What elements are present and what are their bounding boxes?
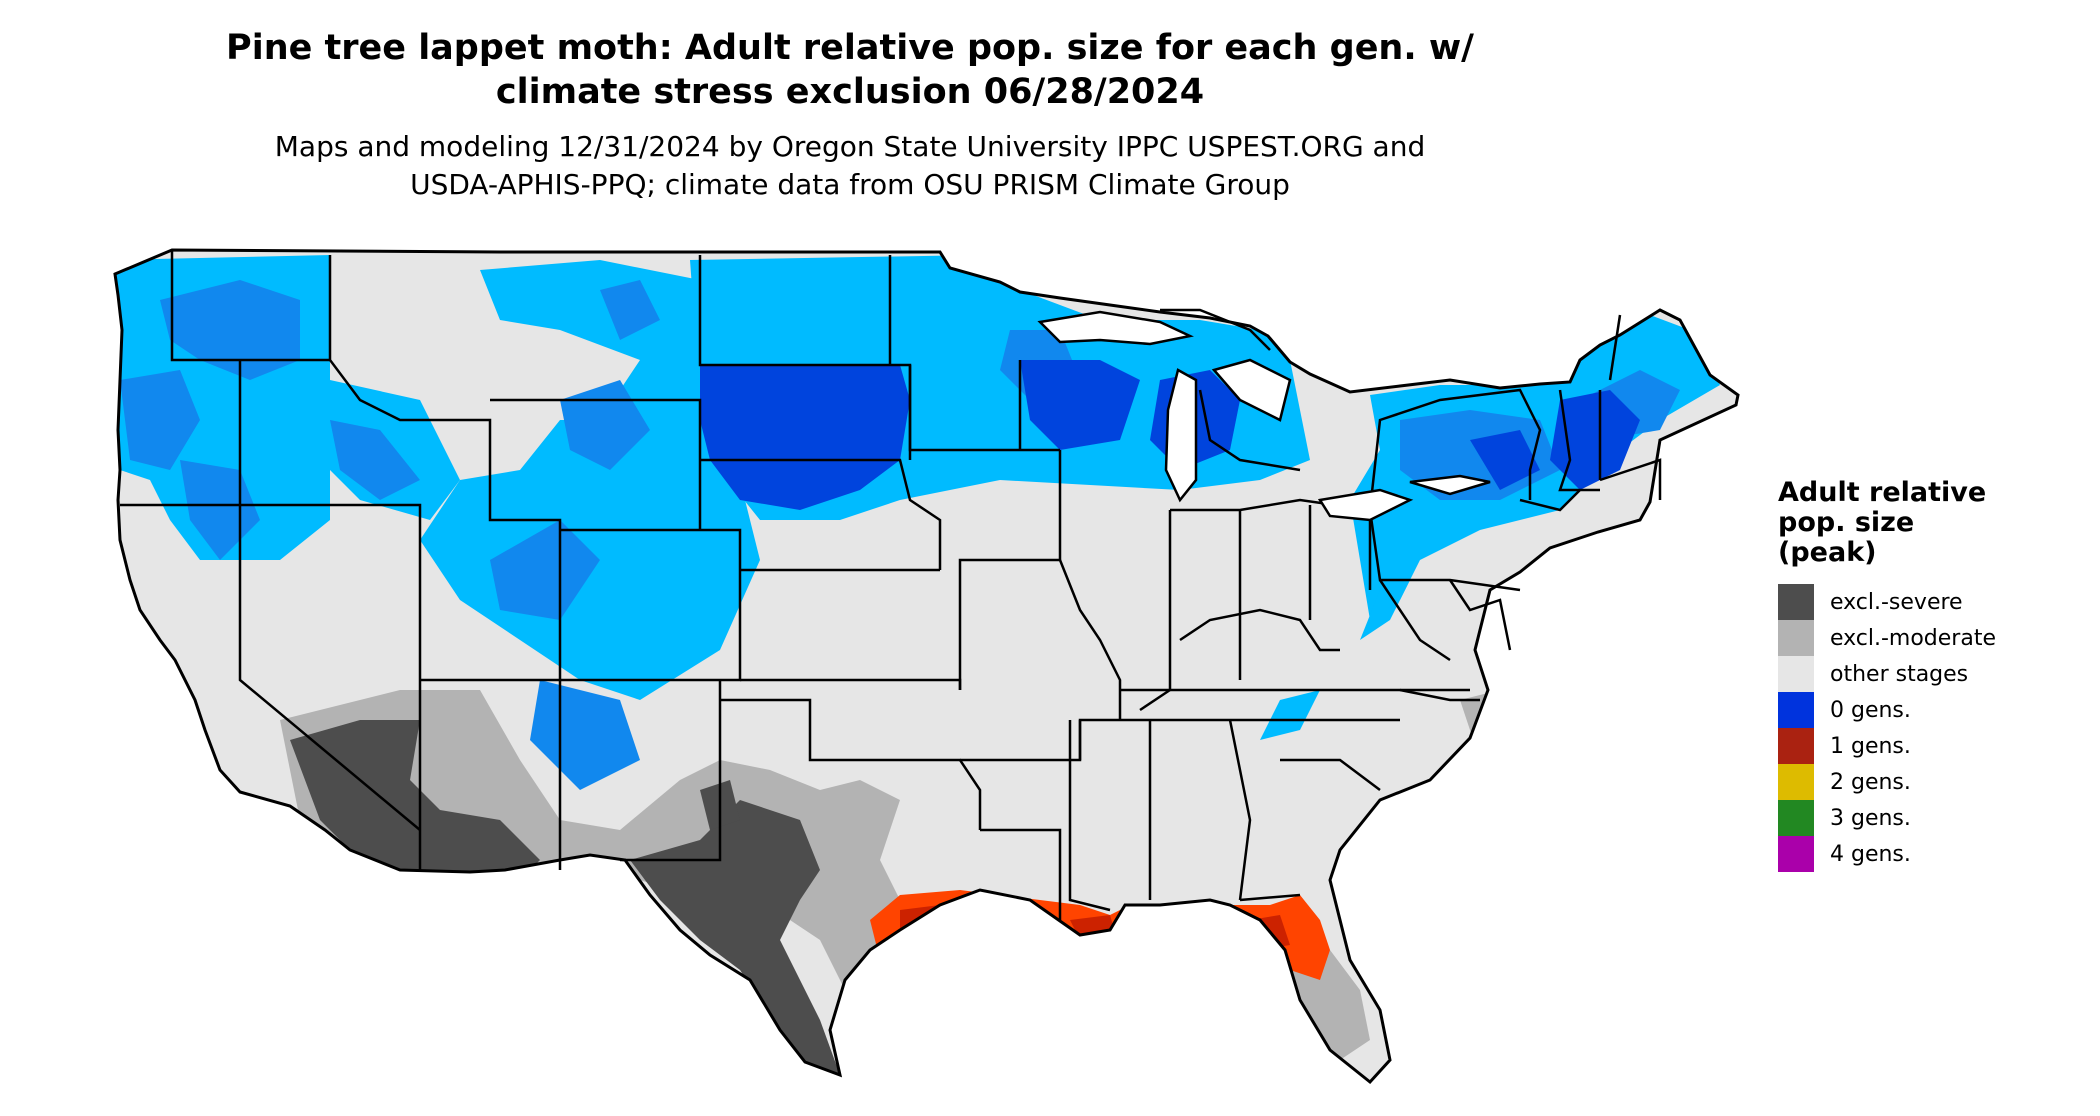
legend-title-line2: pop. size bbox=[1778, 507, 1915, 538]
legend-swatch bbox=[1778, 692, 1814, 728]
legend-item-excl-severe: excl.-severe bbox=[1778, 584, 1996, 620]
map-subtitle-line1: Maps and modeling 12/31/2024 by Oregon S… bbox=[274, 130, 1426, 163]
legend-swatch bbox=[1778, 800, 1814, 836]
legend-label: 1 gens. bbox=[1830, 733, 1911, 759]
dark-gray-zones bbox=[290, 720, 840, 1075]
map-title: Pine tree lappet moth: Adult relative po… bbox=[0, 26, 1700, 114]
map-subtitle: Maps and modeling 12/31/2024 by Oregon S… bbox=[0, 128, 1700, 204]
legend-label: excl.-severe bbox=[1830, 589, 1963, 615]
legend-label: other stages bbox=[1830, 661, 1969, 687]
us-map bbox=[113, 248, 1740, 1084]
legend-item-1-gens: 1 gens. bbox=[1778, 728, 1996, 764]
legend-item-excl-moderate: excl.-moderate bbox=[1778, 620, 1996, 656]
legend-swatch bbox=[1778, 620, 1814, 656]
legend-item-2-gens: 2 gens. bbox=[1778, 764, 1996, 800]
map-title-line1: Pine tree lappet moth: Adult relative po… bbox=[226, 28, 1474, 68]
legend-item-4-gens: 4 gens. bbox=[1778, 836, 1996, 872]
legend-swatch bbox=[1778, 764, 1814, 800]
legend-item-other-stages: other stages bbox=[1778, 656, 1996, 692]
legend-label: 4 gens. bbox=[1830, 841, 1911, 867]
legend: Adult relative pop. size (peak) excl.-se… bbox=[1778, 478, 1996, 872]
map-subtitle-line2: USDA-APHIS-PPQ; climate data from OSU PR… bbox=[410, 168, 1290, 201]
legend-label: excl.-moderate bbox=[1830, 625, 1996, 651]
legend-label: 0 gens. bbox=[1830, 697, 1911, 723]
legend-title-line1: Adult relative bbox=[1778, 477, 1987, 508]
great-lakes bbox=[1037, 310, 1491, 522]
legend-label: 2 gens. bbox=[1830, 769, 1911, 795]
dark-blue-zones bbox=[700, 360, 1640, 510]
legend-swatch bbox=[1778, 836, 1814, 872]
legend-item-0-gens: 0 gens. bbox=[1778, 692, 1996, 728]
legend-item-3-gens: 3 gens. bbox=[1778, 800, 1996, 836]
legend-label: 3 gens. bbox=[1830, 805, 1911, 831]
map-title-line2: climate stress exclusion 06/28/2024 bbox=[495, 72, 1205, 112]
legend-swatch bbox=[1778, 584, 1814, 620]
state-borders bbox=[120, 250, 1662, 920]
legend-swatch bbox=[1778, 728, 1814, 764]
legend-swatch bbox=[1778, 656, 1814, 692]
legend-title-line3: (peak) bbox=[1778, 537, 1877, 568]
legend-title: Adult relative pop. size (peak) bbox=[1778, 478, 1996, 568]
